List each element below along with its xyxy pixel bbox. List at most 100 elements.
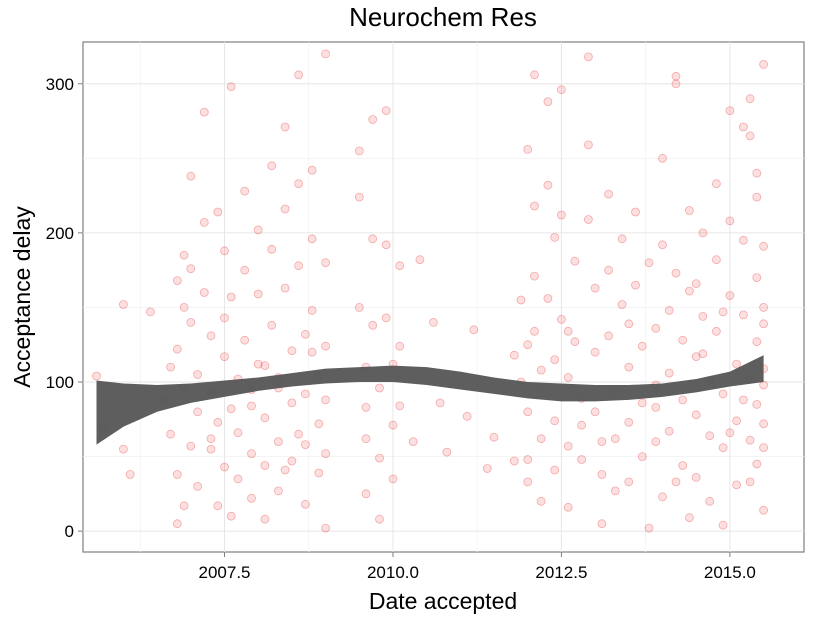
data-point xyxy=(442,447,452,457)
data-point xyxy=(530,201,539,211)
data-point xyxy=(752,168,762,178)
data-point xyxy=(186,441,196,451)
data-point xyxy=(267,320,277,330)
data-point xyxy=(247,449,256,459)
data-point xyxy=(186,317,196,327)
data-point xyxy=(624,362,634,372)
data-point xyxy=(597,437,607,447)
data-point xyxy=(671,268,681,278)
data-point xyxy=(725,216,735,226)
data-point xyxy=(408,437,418,447)
data-point xyxy=(381,240,391,250)
y-axis-ticks: 0 100 200 300 xyxy=(46,75,83,541)
data-point xyxy=(321,49,331,59)
data-point xyxy=(206,444,216,454)
data-point xyxy=(590,347,600,357)
data-point xyxy=(395,401,405,411)
data-point xyxy=(664,368,674,378)
data-point xyxy=(523,455,533,464)
data-point xyxy=(509,350,519,360)
data-point xyxy=(759,319,768,329)
data-point xyxy=(125,470,135,479)
data-point xyxy=(354,146,364,156)
data-point xyxy=(543,180,553,190)
data-point xyxy=(624,417,634,427)
data-point xyxy=(321,523,331,533)
data-point xyxy=(240,265,250,275)
data-point xyxy=(253,359,263,369)
data-point xyxy=(691,472,701,482)
data-point xyxy=(530,326,539,336)
data-point xyxy=(597,519,607,529)
data-point xyxy=(294,70,304,80)
data-point xyxy=(557,314,566,324)
data-point xyxy=(739,310,748,320)
data-point xyxy=(233,428,243,438)
x-axis-label: Date accepted xyxy=(369,588,517,614)
data-point xyxy=(550,465,560,475)
data-point xyxy=(220,352,229,362)
data-point xyxy=(307,347,317,357)
data-point xyxy=(375,514,384,524)
data-point xyxy=(523,407,533,417)
data-point xyxy=(604,331,613,341)
data-point xyxy=(530,271,539,281)
data-point xyxy=(651,323,661,333)
data-point xyxy=(280,465,290,475)
data-point xyxy=(725,428,735,438)
data-point xyxy=(590,283,600,293)
data-point xyxy=(287,346,297,356)
data-point xyxy=(307,234,317,244)
data-point xyxy=(752,399,762,409)
data-point xyxy=(314,468,324,478)
data-point xyxy=(375,453,384,463)
data-point xyxy=(698,311,708,321)
data-point xyxy=(712,179,721,189)
data-point xyxy=(570,256,580,266)
data-point xyxy=(732,416,741,426)
data-point xyxy=(307,305,317,315)
data-point xyxy=(664,305,674,315)
chart-title: Neurochem Res xyxy=(349,2,537,32)
data-point xyxy=(172,470,182,479)
data-point xyxy=(253,225,263,235)
data-point xyxy=(536,365,546,375)
y-tick-label: 0 xyxy=(65,522,74,541)
data-point xyxy=(199,217,209,227)
plot-panel xyxy=(82,41,805,553)
data-point xyxy=(294,179,304,189)
data-point xyxy=(193,481,203,491)
data-point xyxy=(637,341,647,351)
data-point xyxy=(739,235,748,245)
x-tick-label: 2012.5 xyxy=(535,563,587,582)
data-point xyxy=(725,106,735,115)
data-point xyxy=(206,434,216,444)
data-point xyxy=(739,122,748,132)
data-point xyxy=(368,115,378,124)
data-point xyxy=(550,355,560,365)
y-tick-label: 100 xyxy=(46,373,74,392)
data-point xyxy=(745,131,755,141)
data-point xyxy=(509,456,519,466)
data-point xyxy=(590,407,600,417)
y-tick-label: 200 xyxy=(46,224,74,243)
data-point xyxy=(233,474,243,484)
data-point xyxy=(671,477,681,487)
data-point xyxy=(584,140,593,150)
data-point xyxy=(226,82,236,92)
x-tick-label: 2010.0 xyxy=(367,563,419,582)
data-point xyxy=(557,210,566,220)
data-point xyxy=(610,434,620,444)
data-point xyxy=(260,361,270,371)
data-point xyxy=(752,273,762,283)
data-point xyxy=(752,192,762,202)
data-point xyxy=(671,71,681,81)
data-point xyxy=(247,493,256,503)
data-point xyxy=(759,443,768,453)
data-point xyxy=(172,519,182,529)
data-point xyxy=(577,420,586,430)
data-point xyxy=(691,279,701,289)
data-point xyxy=(428,317,438,327)
data-point xyxy=(610,486,620,496)
data-point xyxy=(287,456,297,466)
